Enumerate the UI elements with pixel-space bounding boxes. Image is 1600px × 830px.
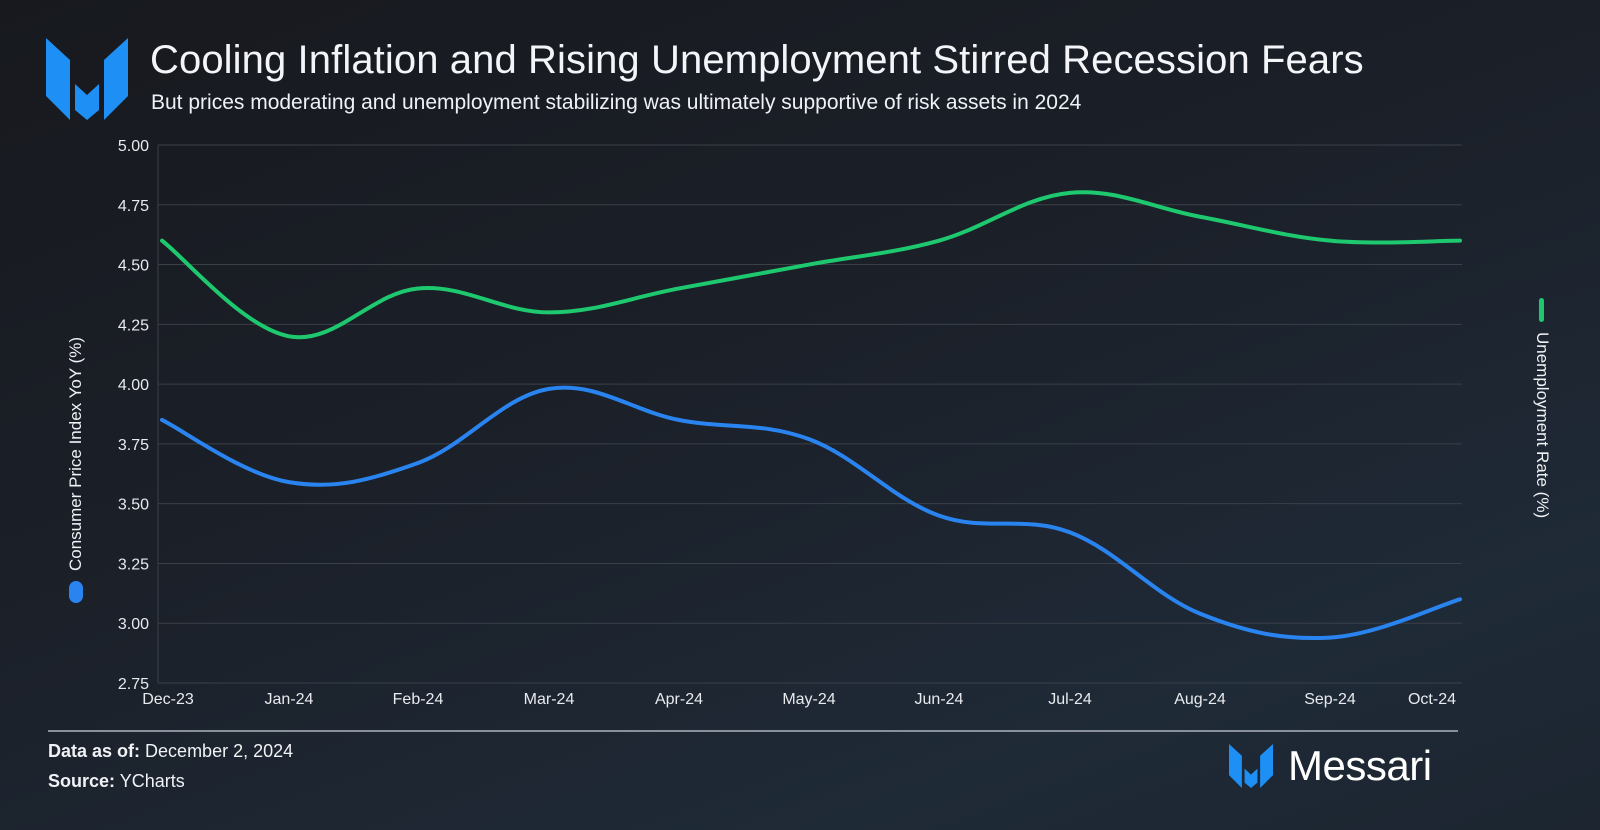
series-lines (160, 190, 1462, 641)
x-tick-label: Jan-24 (265, 691, 314, 708)
y-tick-label: 4.00 (118, 377, 149, 394)
brand-name: Messari (1288, 742, 1432, 789)
y-tick-label: 3.50 (118, 497, 149, 514)
left-axis-label: Consumer Price Index YoY (%) (66, 336, 85, 572)
x-tick-label: Oct-24 (1408, 691, 1456, 708)
x-tick-label: Jun-24 (915, 691, 964, 708)
source-value: YCharts (119, 771, 185, 791)
y-tick-label: 4.25 (118, 317, 149, 334)
messari-brand: Messari (1228, 744, 1432, 788)
x-tick-labels: Dec-23 Jan-24 Feb-24 Mar-24 Apr-24 May-24 Jun-… (142, 691, 1456, 708)
footer-divider (48, 730, 1458, 732)
cpi-series-line (160, 385, 1462, 641)
unemployment-series-line (160, 190, 1462, 340)
cpi-legend-swatch (69, 581, 83, 604)
x-tick-label: May-24 (782, 691, 835, 708)
y-tick-label: 5.00 (118, 138, 149, 155)
y-tick-label: 3.75 (118, 437, 149, 454)
line-chart: 5.00 4.75 4.50 4.25 4.00 3.75 3.50 3.25 3.00 2.75… (118, 138, 1462, 708)
chart-title: Cooling Inflation and Rising Unemploymen… (150, 38, 1364, 82)
y-tick-labels: 5.00 4.75 4.50 4.25 4.00 3.75 3.50 3.25 3.00 2.75 (118, 138, 149, 693)
y-tick-label: 4.50 (118, 258, 149, 275)
data-as-of: Data as of: December 2, 2024 (48, 741, 293, 762)
x-tick-label: Apr-24 (655, 691, 703, 708)
gridlines (158, 144, 1462, 684)
y-tick-label: 4.75 (118, 198, 149, 215)
x-tick-label: Sep-24 (1304, 691, 1356, 708)
data-as-of-value: December 2, 2024 (145, 741, 294, 761)
x-tick-label: Dec-23 (142, 691, 194, 708)
x-tick-label: Feb-24 (393, 691, 444, 708)
source-label: Source: (48, 771, 116, 791)
x-tick-label: Aug-24 (1174, 691, 1226, 708)
chart-subtitle: But prices moderating and unemployment s… (151, 91, 1082, 114)
data-as-of-label: Data as of: (48, 741, 141, 761)
y-tick-label: 3.25 (118, 556, 149, 573)
y-tick-label: 3.00 (118, 616, 149, 633)
left-axis-legend: Consumer Price Index YoY (%) (66, 336, 86, 604)
source: Source: YCharts (48, 771, 185, 792)
x-tick-label: Mar-24 (524, 691, 575, 708)
unemployment-legend-swatch (1539, 298, 1545, 322)
y-tick-label: 2.75 (118, 676, 149, 693)
right-axis-label: Unemployment Rate (%) (1533, 332, 1552, 519)
messari-logo-icon (46, 38, 128, 120)
messari-brand-logo-icon (1229, 744, 1273, 788)
x-tick-label: Jul-24 (1048, 691, 1092, 708)
right-axis-legend: Unemployment Rate (%) (1532, 298, 1552, 518)
